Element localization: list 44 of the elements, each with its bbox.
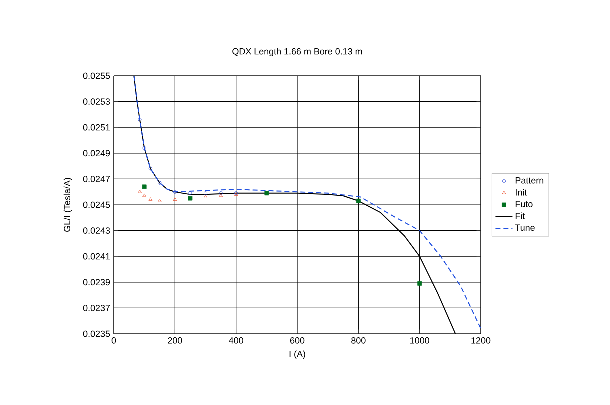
legend-label: Tune	[515, 224, 535, 232]
y-tick-label: 0.0249	[83, 150, 110, 157]
chart-title: QDX Length 1.66 m Bore 0.13 m	[232, 48, 362, 57]
x-tick-label: 600	[290, 338, 305, 344]
point	[264, 191, 270, 196]
point	[148, 167, 152, 171]
point	[173, 198, 178, 202]
point	[188, 196, 193, 201]
legend-label: Fit	[516, 212, 526, 220]
y-tick-label: 0.0243	[83, 228, 110, 234]
legend-label: Futo	[516, 201, 533, 208]
point	[188, 192, 192, 196]
y-tick-label: 0.0247	[83, 176, 110, 182]
legend-label: Pattern	[516, 178, 544, 184]
point	[356, 198, 361, 204]
point	[142, 194, 147, 198]
y-tick-label: 0.0251	[83, 124, 110, 131]
y-tick-label: 0.0245	[83, 202, 110, 208]
y-axis-title: GL/I (Tesla/A)	[64, 178, 72, 232]
x-tick-label: 1000	[410, 338, 430, 344]
point	[158, 181, 162, 185]
point	[173, 190, 177, 194]
point	[142, 184, 147, 190]
legend-label: Init	[516, 189, 528, 196]
point	[204, 192, 208, 196]
point	[138, 190, 142, 194]
point	[138, 118, 142, 122]
x-tick-label: 200	[168, 338, 182, 344]
point	[142, 146, 146, 150]
point	[418, 281, 422, 286]
x-axis-title: I (A)	[290, 350, 306, 360]
point	[204, 195, 208, 198]
x-tick-label: 400	[229, 338, 244, 344]
y-tick-label: 0.0239	[83, 279, 110, 286]
y-tick-label: 0.0253	[83, 98, 110, 105]
x-tick-label: 0	[112, 338, 116, 344]
x-tick-label: 1200	[472, 338, 491, 344]
y-tick-label: 0.0241	[83, 253, 110, 260]
y-tick-label: 0.0235	[83, 330, 110, 338]
y-tick-label: 0.0255	[83, 72, 110, 80]
y-tick-label: 0.0237	[83, 305, 110, 312]
point	[158, 198, 162, 202]
x-tick-label: 800	[352, 338, 366, 344]
point	[148, 198, 153, 202]
